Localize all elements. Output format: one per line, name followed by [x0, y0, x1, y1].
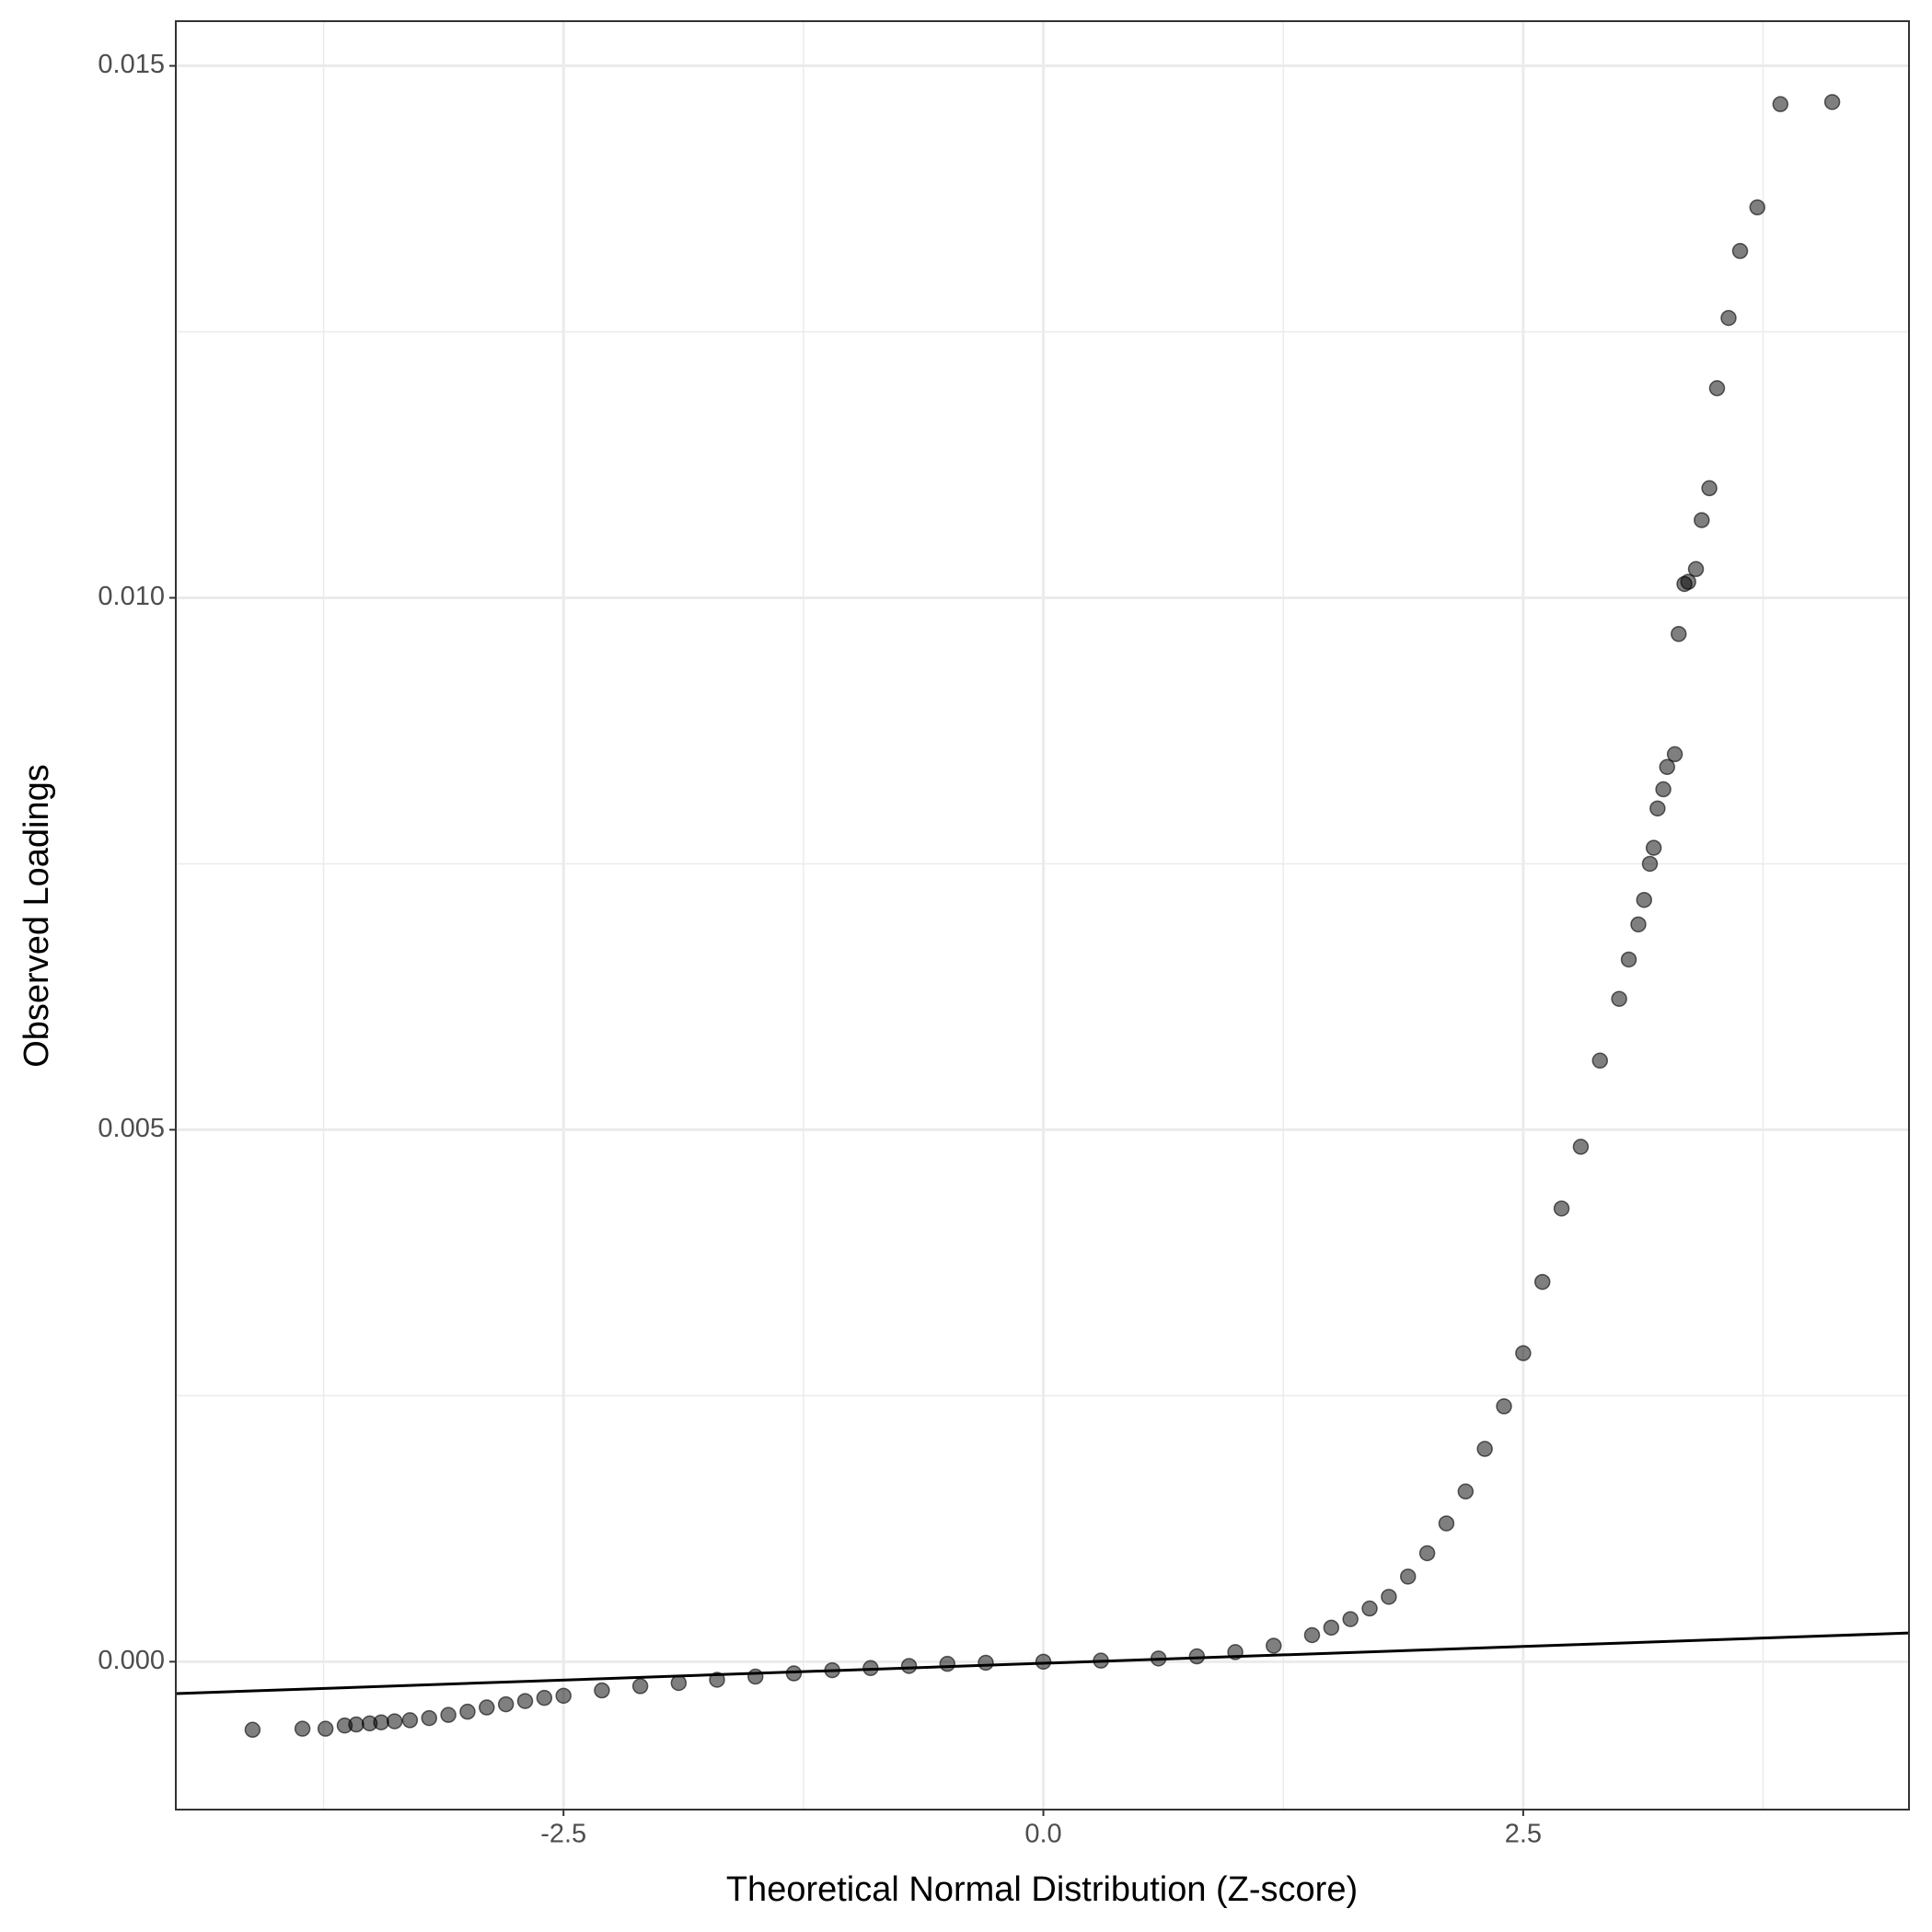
y-axis-title: Observed Loadings: [17, 764, 56, 1068]
point: [1772, 96, 1789, 112]
point: [1655, 781, 1672, 798]
y-tick-label: 0.000: [98, 1646, 165, 1675]
point: [900, 1658, 918, 1674]
point: [421, 1709, 438, 1727]
point: [1649, 800, 1666, 817]
point: [1533, 1273, 1551, 1290]
x-axis-title: Theoretical Normal Distribution (Z-score…: [726, 1870, 1358, 1909]
point: [459, 1703, 476, 1720]
point: [1694, 512, 1710, 528]
point: [1381, 1589, 1397, 1605]
point: [1266, 1637, 1282, 1654]
y-tick-label: 0.015: [98, 50, 165, 79]
point: [1701, 480, 1718, 497]
point: [1515, 1345, 1532, 1361]
point: [1361, 1600, 1378, 1617]
point: [1476, 1440, 1493, 1457]
point: [1591, 1052, 1609, 1070]
point: [747, 1668, 764, 1685]
point: [1659, 758, 1676, 776]
point: [978, 1654, 994, 1672]
point: [1303, 1626, 1321, 1644]
point: [479, 1699, 495, 1716]
point: [1749, 199, 1766, 216]
point: [1496, 1398, 1512, 1415]
x-tick-label: -2.5: [540, 1820, 586, 1849]
point: [348, 1716, 364, 1733]
point: [244, 1721, 261, 1739]
reference-line: [175, 1631, 1910, 1695]
point: [555, 1687, 572, 1705]
point: [440, 1706, 457, 1723]
point: [1636, 891, 1652, 908]
plot-border: [175, 20, 1910, 1811]
point: [1630, 916, 1647, 933]
x-tick-label: 2.5: [1505, 1820, 1542, 1849]
point: [1620, 951, 1637, 968]
point: [1823, 94, 1841, 110]
point: [670, 1674, 688, 1692]
point: [401, 1712, 419, 1729]
point: [497, 1695, 515, 1713]
point: [1708, 380, 1726, 397]
y-tick-label: 0.010: [98, 582, 165, 611]
point: [1323, 1619, 1340, 1637]
point: [1680, 573, 1696, 590]
point: [1572, 1139, 1590, 1155]
point: [1645, 839, 1662, 856]
point: [1731, 242, 1749, 260]
point: [1553, 1200, 1570, 1217]
point: [1418, 1544, 1436, 1562]
point: [373, 1714, 389, 1730]
point: [1457, 1483, 1475, 1500]
point: [294, 1720, 311, 1737]
point: [1671, 626, 1687, 642]
point: [1438, 1515, 1455, 1532]
point: [386, 1713, 403, 1730]
point: [1720, 309, 1737, 327]
point: [594, 1682, 610, 1699]
point: [516, 1693, 534, 1709]
point: [1342, 1611, 1359, 1627]
y-tick-label: 0.005: [98, 1114, 165, 1143]
point: [1611, 990, 1627, 1007]
point: [1666, 746, 1683, 763]
point: [317, 1720, 334, 1737]
point: [939, 1655, 956, 1672]
point: [1399, 1568, 1417, 1585]
point: [1641, 855, 1659, 873]
point: [1035, 1653, 1052, 1671]
point: [631, 1678, 649, 1695]
point: [536, 1689, 553, 1706]
x-tick-label: 0.0: [1024, 1820, 1061, 1849]
point: [1687, 561, 1705, 578]
